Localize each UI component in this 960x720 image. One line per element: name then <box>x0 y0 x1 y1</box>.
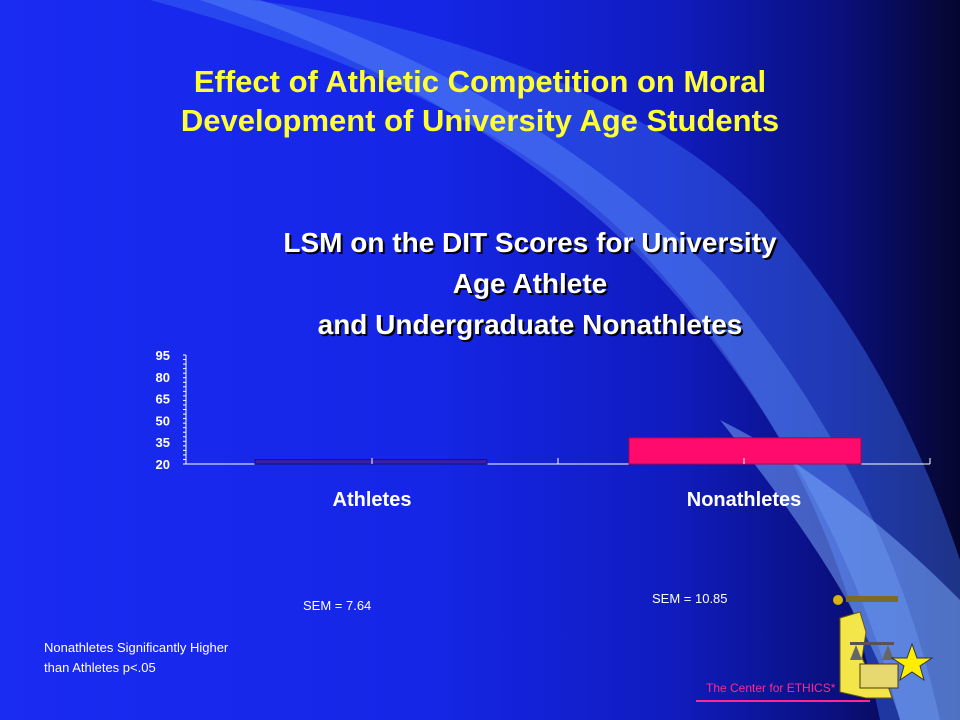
chart-title-line-1: LSM on the DIT Scores for University <box>283 227 777 258</box>
center-for-ethics-logo <box>833 595 934 699</box>
sem-athletes: SEM = 7.64 <box>303 598 372 613</box>
slide-title: Effect of Athletic Competition on Moral … <box>0 62 960 140</box>
significance-note-line-2: than Athletes p<.05 <box>44 660 156 675</box>
chart-title: LSM on the DIT Scores for University Age… <box>186 222 874 345</box>
bar-nonathletes <box>628 437 862 465</box>
y-tick-label: 20 <box>156 457 170 472</box>
footer-credit: The Center for ETHICS* <box>706 681 836 695</box>
y-tick-label: 80 <box>156 370 170 385</box>
chart-title-line-3: and Undergraduate Nonathletes <box>317 309 743 340</box>
y-tick-label: 50 <box>156 413 170 428</box>
significance-note-line-1: Nonathletes Significantly Higher <box>44 640 229 655</box>
chart-title-line-2: Age Athlete <box>452 268 608 299</box>
bar-athletes <box>254 459 488 465</box>
significance-note: Nonathletes Significantly Higher than At… <box>44 638 304 678</box>
slide-title-line-1: Effect of Athletic Competition on Moral <box>193 64 767 99</box>
y-tick-label: 95 <box>156 348 170 363</box>
category-label-athletes: Athletes <box>333 489 412 511</box>
sem-nonathletes: SEM = 10.85 <box>652 591 728 606</box>
slide-title-line-2: Development of University Age Students <box>180 103 780 138</box>
category-label-nonathletes: Nonathletes <box>687 489 801 511</box>
y-tick-label: 65 <box>156 392 170 407</box>
y-tick-label: 35 <box>156 435 170 450</box>
footer-underline <box>696 700 870 702</box>
